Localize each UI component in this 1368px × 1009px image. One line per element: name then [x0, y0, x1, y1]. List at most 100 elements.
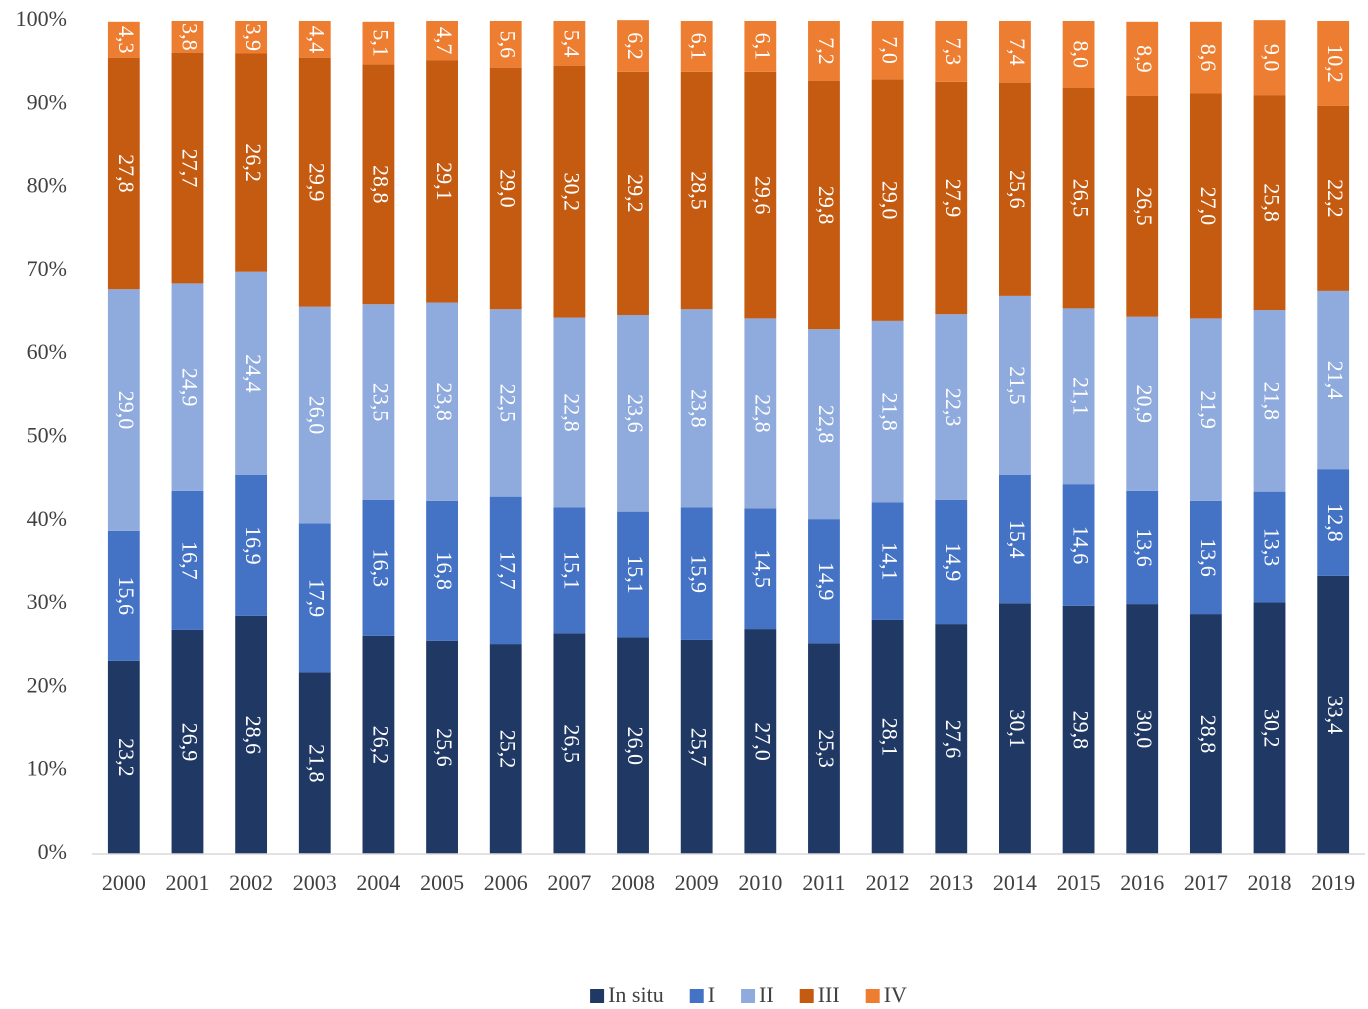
bar-segment [235, 271, 268, 475]
bar-segment [298, 57, 331, 307]
data-label: 21,5 [1005, 366, 1030, 405]
bar-segment [999, 21, 1031, 83]
data-label: 23,8 [432, 382, 457, 421]
data-label: 22,5 [496, 384, 521, 423]
data-label: 22,8 [814, 405, 839, 444]
data-label: 22,8 [750, 394, 775, 433]
legend-swatch [590, 989, 605, 1003]
bar-segment [1317, 290, 1350, 470]
bar-segment [107, 660, 140, 854]
y-tick-label: 60% [27, 339, 67, 364]
bar-segment [935, 314, 968, 500]
data-label: 27,0 [750, 722, 775, 761]
data-label: 30,2 [559, 173, 584, 212]
data-label: 28,8 [1196, 715, 1221, 754]
bar-segment [171, 490, 204, 630]
data-label: 23,2 [114, 738, 139, 777]
y-tick-label: 20% [27, 672, 67, 697]
x-tick-label: 2010 [738, 870, 782, 895]
data-label: 23,8 [687, 389, 712, 428]
y-tick-label: 80% [27, 173, 67, 198]
x-tick-label: 2014 [993, 870, 1037, 895]
legend-swatch [865, 989, 880, 1003]
bar-segment [1062, 87, 1095, 309]
bar-segment [107, 530, 140, 661]
data-label: 28,1 [878, 718, 903, 757]
data-label: 26,9 [177, 723, 202, 762]
bar-segment [107, 289, 140, 531]
bar-segment [426, 500, 458, 641]
data-label: 27,8 [114, 154, 139, 193]
bar-segment [489, 309, 522, 497]
data-label: 25,6 [1005, 170, 1030, 209]
bar-segment [362, 64, 395, 305]
x-tick-label: 2009 [675, 870, 719, 895]
data-label: 16,7 [177, 541, 202, 580]
data-label: 23,5 [368, 383, 393, 422]
bar-segment [808, 519, 840, 644]
data-label: 15,1 [623, 555, 648, 594]
bar-segment [744, 71, 777, 319]
data-label: 15,4 [1005, 520, 1030, 559]
data-label: 16,3 [368, 549, 393, 588]
bar-segment [1062, 308, 1095, 485]
bar-segment [617, 637, 649, 854]
bar-segment [235, 474, 268, 616]
x-tick-label: 2006 [484, 870, 528, 895]
data-label: 26,0 [623, 726, 648, 765]
data-label: 27,6 [941, 720, 966, 759]
legend: In situ I II III IV [590, 982, 907, 1007]
x-tick-label: 2017 [1184, 870, 1228, 895]
bar-segment [1317, 21, 1350, 106]
legend-label: III [818, 982, 840, 1007]
x-tick-label: 2000 [102, 870, 146, 895]
data-label: 30,1 [1005, 709, 1030, 748]
x-tick-label: 2005 [420, 870, 464, 895]
bar-segment [744, 318, 777, 509]
data-label: 21,4 [1323, 361, 1348, 400]
data-label: 21,1 [1069, 377, 1094, 416]
bar-segment [426, 60, 458, 303]
bar-segment [426, 302, 458, 501]
x-tick-label: 2007 [547, 870, 591, 895]
x-tick-label: 2001 [165, 870, 209, 895]
legend-label: In situ [608, 982, 664, 1007]
bar-segment [999, 82, 1031, 296]
bar-segment [1062, 484, 1095, 606]
bar-segment [1062, 21, 1095, 88]
data-label: 7,0 [878, 36, 903, 64]
x-tick-label: 2018 [1248, 870, 1292, 895]
data-label: 25,7 [687, 728, 712, 767]
bar-segment [362, 21, 395, 65]
data-label: 26,5 [1132, 187, 1157, 226]
y-tick-label: 0% [38, 839, 67, 864]
bar-segment [1189, 500, 1222, 615]
bar-segment [744, 508, 777, 630]
data-label: 24,9 [177, 368, 202, 407]
bar-segment [680, 309, 713, 508]
bar-segment [362, 304, 395, 500]
data-label: 28,6 [241, 716, 266, 755]
data-label: 4,7 [432, 27, 457, 55]
data-label: 5,6 [496, 31, 521, 59]
bar-segment [808, 329, 840, 520]
bar-segment [107, 57, 140, 290]
data-label: 27,7 [177, 149, 202, 188]
bar-segment [999, 295, 1031, 475]
bar-segment [871, 619, 904, 854]
bar-segment [808, 21, 840, 81]
data-label: 29,0 [878, 181, 903, 220]
data-label: 25,8 [1259, 183, 1284, 222]
data-label: 17,9 [305, 579, 330, 618]
data-label: 29,8 [1069, 711, 1094, 750]
bar-segment [935, 624, 968, 854]
bar-segment [1189, 93, 1222, 319]
data-label: 14,9 [941, 543, 966, 582]
data-label: 6,1 [687, 33, 712, 61]
data-label: 29,1 [432, 162, 457, 201]
bar-segment [362, 499, 395, 636]
data-label: 26,2 [368, 726, 393, 765]
data-label: 6,1 [750, 33, 775, 61]
bar-segment [1189, 318, 1222, 501]
